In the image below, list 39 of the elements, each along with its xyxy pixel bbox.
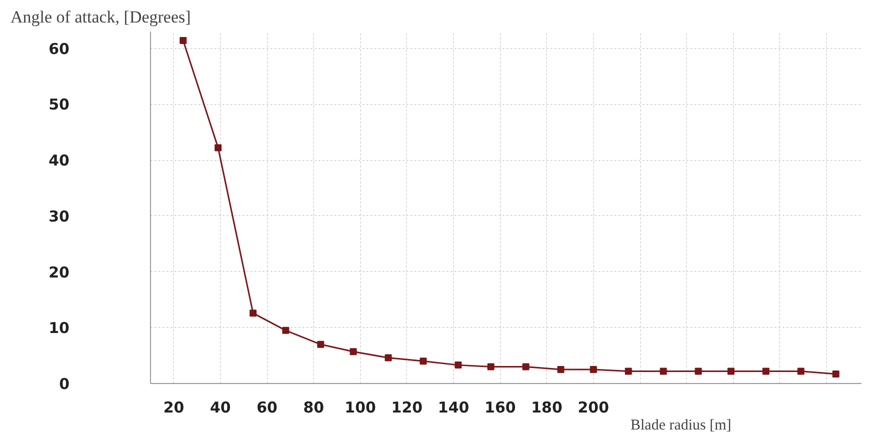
point bbox=[762, 368, 770, 375]
x-tick-label: 80 bbox=[303, 398, 324, 416]
y-tick-label: 0 bbox=[59, 375, 70, 393]
point bbox=[384, 354, 392, 362]
point bbox=[317, 340, 324, 348]
x-axis-title: Blade radius [m] bbox=[630, 418, 732, 433]
point bbox=[487, 363, 494, 370]
x-tick-label: 200 bbox=[578, 398, 610, 416]
x-tick-label: 60 bbox=[256, 398, 278, 416]
point bbox=[797, 368, 804, 375]
point bbox=[590, 366, 597, 374]
y-tick-label: 50 bbox=[48, 96, 70, 114]
x-tick-label: 140 bbox=[438, 398, 470, 416]
y-tick-label: 40 bbox=[48, 152, 70, 170]
y-tick-label: 20 bbox=[48, 263, 70, 282]
point bbox=[660, 368, 667, 375]
x-tick-label: 160 bbox=[484, 398, 516, 416]
point bbox=[180, 36, 187, 44]
x-tick-label: 100 bbox=[344, 398, 376, 416]
point bbox=[624, 368, 632, 375]
point bbox=[214, 144, 222, 152]
x-tick-label: 40 bbox=[210, 398, 231, 416]
x-tick-label: 20 bbox=[163, 398, 184, 416]
point bbox=[694, 368, 702, 375]
point bbox=[282, 326, 290, 334]
point bbox=[250, 310, 257, 317]
x-tick-label: 180 bbox=[531, 398, 562, 416]
point bbox=[832, 370, 840, 378]
point bbox=[454, 362, 462, 369]
y-tick-label: 60 bbox=[48, 40, 70, 58]
point bbox=[557, 366, 564, 374]
point bbox=[522, 363, 530, 370]
point bbox=[420, 358, 427, 365]
point bbox=[727, 368, 734, 375]
y-tick-label: 30 bbox=[48, 207, 70, 226]
y-tick-label: 10 bbox=[48, 319, 70, 338]
y-axis-title: Angle of attack, [Degrees] bbox=[10, 8, 191, 26]
x-tick-label: 120 bbox=[391, 398, 423, 416]
point bbox=[350, 348, 357, 356]
